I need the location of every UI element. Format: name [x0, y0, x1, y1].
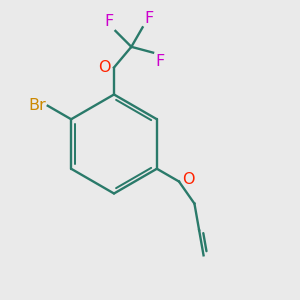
Text: F: F: [144, 11, 153, 26]
Text: F: F: [155, 54, 165, 69]
Text: F: F: [105, 14, 114, 29]
Text: O: O: [98, 60, 111, 75]
Text: Br: Br: [28, 98, 46, 113]
Text: O: O: [182, 172, 194, 187]
